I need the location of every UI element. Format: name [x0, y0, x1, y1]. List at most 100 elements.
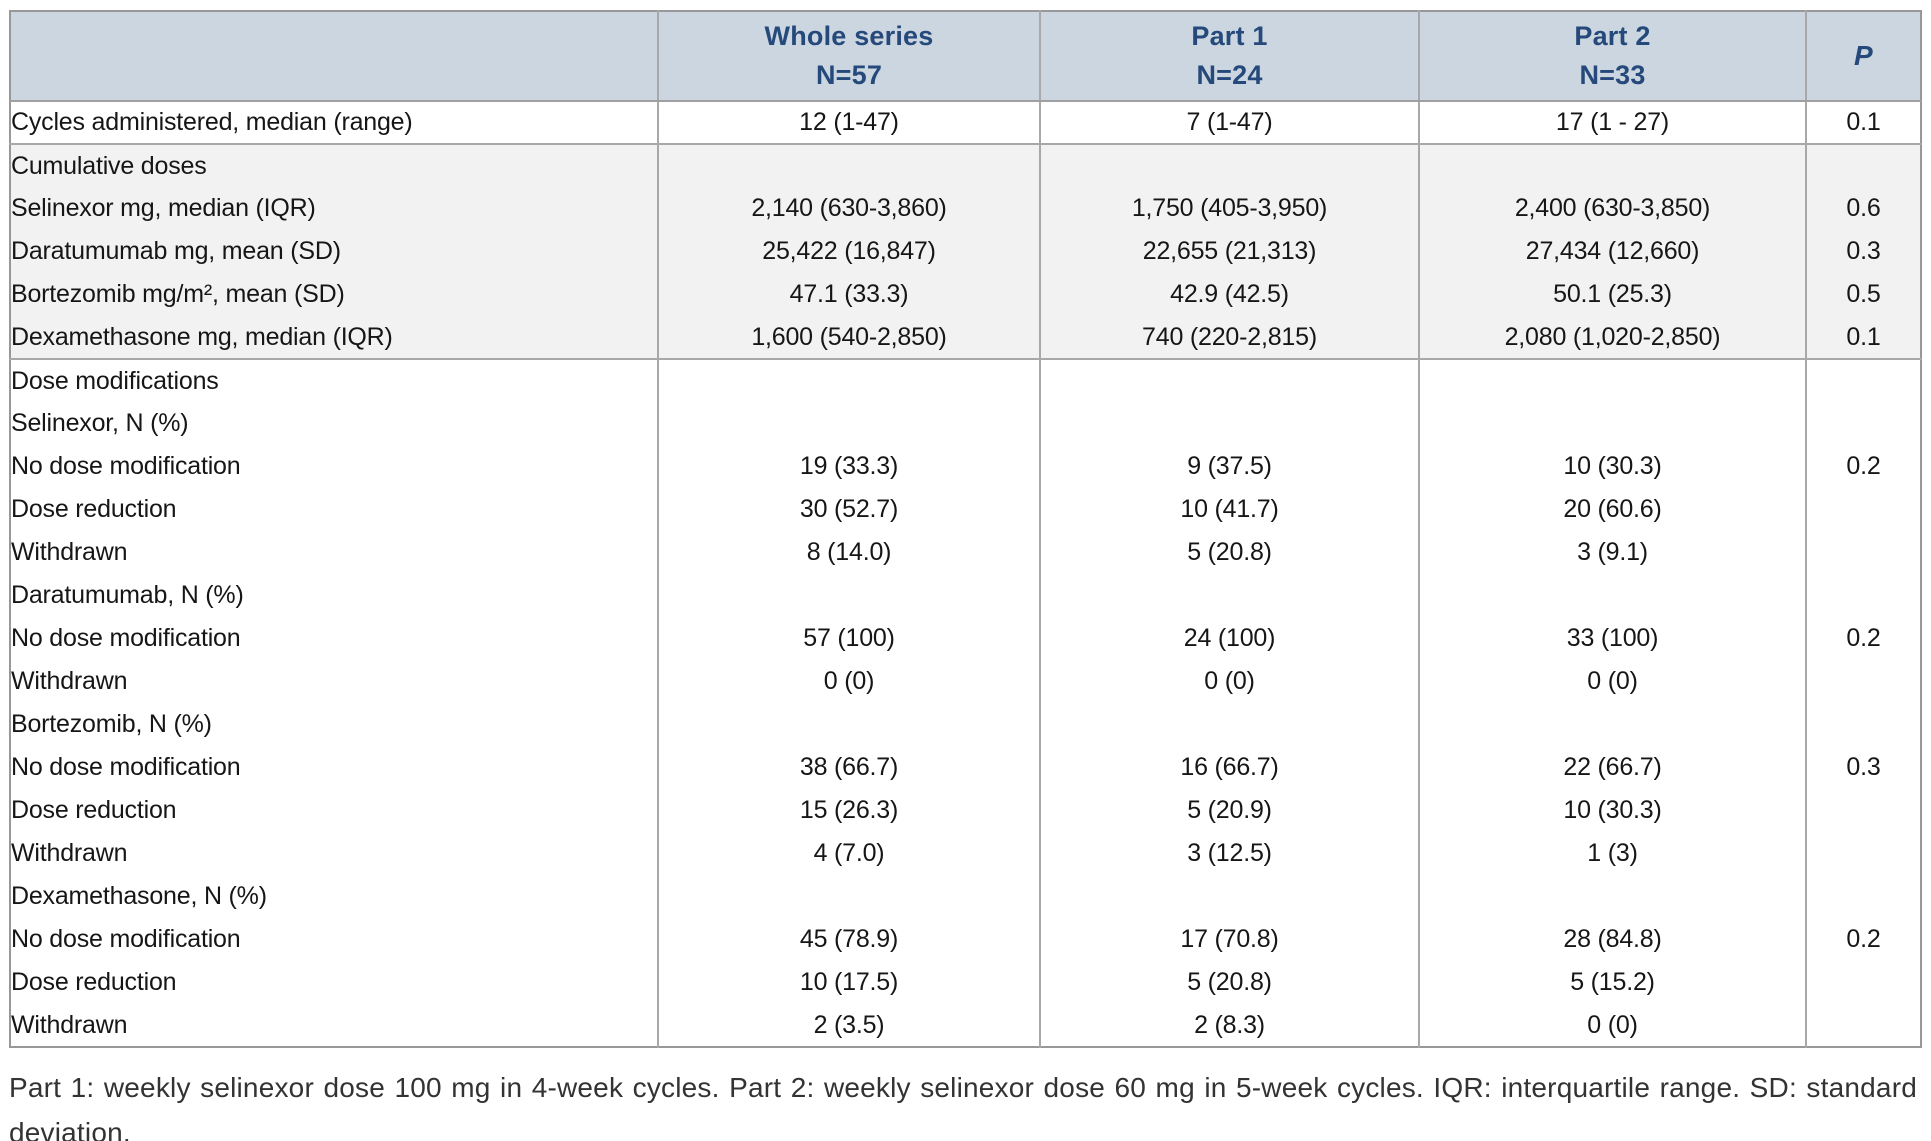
- value-cell: 42.9 (42.5): [1039, 273, 1419, 316]
- value-cell: [1039, 402, 1419, 445]
- value-cell: 24 (100): [1039, 617, 1419, 660]
- column-header-whole-series: Whole series N=57: [657, 11, 1040, 102]
- table-row: No dose modification 57 (100) 24 (100) 33 (…: [10, 617, 1921, 660]
- table-row: No dose modification 19 (33.3) 9 (37.5) 10 …: [10, 445, 1921, 488]
- p-value-label: P: [1854, 39, 1873, 71]
- value-cell: 27,434 (12,660): [1418, 230, 1806, 273]
- value-cell: 15 (26.3): [657, 789, 1040, 832]
- value-cell: [1418, 875, 1806, 918]
- row-label: No dose modification: [11, 624, 241, 652]
- value-cell: 4 (7.0): [657, 832, 1040, 875]
- table-row: Dexamethasone mg, median (IQR) 1,600 (540…: [10, 316, 1921, 359]
- table-body: Cycles administered, median (range) 12 (1…: [10, 101, 1921, 1047]
- row-label: Withdrawn: [11, 839, 128, 867]
- value-cell: 1 (3): [1418, 832, 1806, 875]
- value-cell: [657, 143, 1040, 187]
- value-cell: [1039, 875, 1419, 918]
- value-cell: 19 (33.3): [657, 445, 1040, 488]
- p-value-cell: [1805, 703, 1921, 746]
- value-cell: [657, 402, 1040, 445]
- p-value-cell: 0.1: [1805, 316, 1921, 359]
- value-cell: 3 (9.1): [1418, 531, 1806, 574]
- p-value-cell: [1805, 574, 1921, 617]
- column-header-p-value: P: [1805, 11, 1921, 102]
- row-label: Dose reduction: [11, 968, 177, 996]
- row-label: Selinexor mg, median (IQR): [10, 187, 658, 230]
- value-cell: [657, 574, 1040, 617]
- row-label: Cumulative doses: [10, 143, 658, 187]
- value-cell: 3 (12.5): [1039, 832, 1419, 875]
- p-value-cell: [1805, 961, 1921, 1004]
- row-label: Cycles administered, median (range): [11, 108, 413, 136]
- value-cell: 1,750 (405-3,950): [1039, 187, 1419, 230]
- p-value-cell: [1805, 660, 1921, 703]
- value-cell: [1039, 703, 1419, 746]
- table-row: Bortezomib mg/m², mean (SD) 47.1 (33.3) 42…: [10, 273, 1921, 316]
- table-row: Dose reduction 30 (52.7) 10 (41.7) 20 (60.6…: [10, 488, 1921, 531]
- table-row: Dexamethasone, N (%): [10, 875, 1921, 918]
- value-cell: 25,422 (16,847): [657, 230, 1040, 273]
- row-label: Dexamethasone, N (%): [11, 882, 267, 910]
- table-footnote: Part 1: weekly selinexor dose 100 mg in …: [9, 1072, 1917, 1141]
- value-cell: 0 (0): [657, 660, 1040, 703]
- value-cell: 28 (84.8): [1418, 918, 1806, 961]
- value-cell: 0 (0): [1418, 1004, 1806, 1047]
- column-header-title: Part 2: [1574, 20, 1651, 51]
- row-label: No dose modification: [11, 452, 241, 480]
- table-row: Withdrawn 4 (7.0) 3 (12.5) 1 (3): [10, 832, 1921, 875]
- table-row: Selinexor mg, median (IQR) 2,140 (630-3,8…: [10, 187, 1921, 230]
- p-value-cell: 0.1: [1805, 101, 1921, 144]
- value-cell: [657, 703, 1040, 746]
- p-value-cell: [1805, 875, 1921, 918]
- column-header-n: N=33: [1579, 60, 1646, 90]
- table-row: Daratumumab mg, mean (SD) 25,422 (16,847)…: [10, 230, 1921, 273]
- value-cell: 17 (1 - 27): [1418, 101, 1806, 144]
- value-cell: 5 (15.2): [1418, 961, 1806, 1004]
- column-header-part-2: Part 2 N=33: [1418, 11, 1806, 102]
- value-cell: [1418, 358, 1806, 402]
- header-row: Whole series N=57 Part 1 N=24 Part 2 N=3…: [10, 11, 1921, 102]
- value-cell: 22 (66.7): [1418, 746, 1806, 789]
- value-cell: 20 (60.6): [1418, 488, 1806, 531]
- p-value-cell: 0.2: [1805, 617, 1921, 660]
- row-label: Daratumumab mg, mean (SD): [10, 230, 658, 273]
- value-cell: [657, 358, 1040, 402]
- value-cell: [1418, 703, 1806, 746]
- row-label: Dexamethasone mg, median (IQR): [10, 316, 658, 359]
- row-label: Bortezomib mg/m², mean (SD): [10, 273, 658, 316]
- value-cell: 17 (70.8): [1039, 918, 1419, 961]
- header-empty-cell: [10, 11, 658, 102]
- p-value-cell: 0.3: [1805, 230, 1921, 273]
- value-cell: 10 (30.3): [1418, 445, 1806, 488]
- value-cell: 30 (52.7): [657, 488, 1040, 531]
- table-row: Withdrawn 2 (3.5) 2 (8.3) 0 (0): [10, 1004, 1921, 1047]
- p-value-cell: [1805, 143, 1921, 187]
- table-row: Cumulative doses: [10, 143, 1921, 187]
- value-cell: 5 (20.8): [1039, 531, 1419, 574]
- value-cell: 2,140 (630-3,860): [657, 187, 1040, 230]
- table-header: Whole series N=57 Part 1 N=24 Part 2 N=3…: [10, 11, 1921, 102]
- table-row: Dose reduction 15 (26.3) 5 (20.9) 10 (30.3): [10, 789, 1921, 832]
- value-cell: 45 (78.9): [657, 918, 1040, 961]
- value-cell: 22,655 (21,313): [1039, 230, 1419, 273]
- table-row: Withdrawn 0 (0) 0 (0) 0 (0): [10, 660, 1921, 703]
- value-cell: 0 (0): [1039, 660, 1419, 703]
- column-header-part-1: Part 1 N=24: [1039, 11, 1419, 102]
- p-value-cell: [1805, 488, 1921, 531]
- table-row: No dose modification 38 (66.7) 16 (66.7) 22…: [10, 746, 1921, 789]
- row-label: Dose reduction: [11, 796, 177, 824]
- value-cell: 5 (20.8): [1039, 961, 1419, 1004]
- p-value-cell: [1805, 1004, 1921, 1047]
- row-label: Withdrawn: [11, 538, 128, 566]
- value-cell: [1418, 143, 1806, 187]
- value-cell: 0 (0): [1418, 660, 1806, 703]
- value-cell: [1418, 574, 1806, 617]
- table-row: Dose reduction 10 (17.5) 5 (20.8) 5 (15.2): [10, 961, 1921, 1004]
- value-cell: [1039, 143, 1419, 187]
- table-row: No dose modification 45 (78.9) 17 (70.8) 28…: [10, 918, 1921, 961]
- table-row: Selinexor, N (%): [10, 402, 1921, 445]
- value-cell: 10 (17.5): [657, 961, 1040, 1004]
- table-row: Cycles administered, median (range) 12 (1…: [10, 101, 1921, 144]
- p-value-cell: 0.5: [1805, 273, 1921, 316]
